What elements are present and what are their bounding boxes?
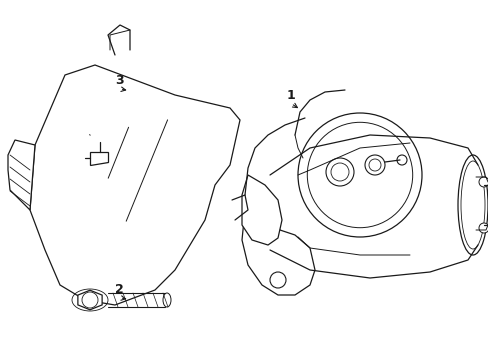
Text: 1: 1 bbox=[286, 89, 295, 102]
Circle shape bbox=[297, 113, 421, 237]
Ellipse shape bbox=[457, 155, 487, 255]
Circle shape bbox=[396, 155, 406, 165]
Circle shape bbox=[325, 158, 353, 186]
Polygon shape bbox=[30, 65, 240, 305]
Circle shape bbox=[478, 223, 488, 233]
Text: 2: 2 bbox=[115, 283, 124, 296]
Polygon shape bbox=[242, 195, 314, 295]
Polygon shape bbox=[8, 140, 35, 210]
Polygon shape bbox=[90, 152, 108, 165]
Polygon shape bbox=[78, 290, 102, 310]
Polygon shape bbox=[242, 175, 282, 245]
Ellipse shape bbox=[163, 293, 171, 307]
Circle shape bbox=[364, 155, 384, 175]
Text: 3: 3 bbox=[115, 75, 124, 87]
Circle shape bbox=[478, 177, 488, 187]
